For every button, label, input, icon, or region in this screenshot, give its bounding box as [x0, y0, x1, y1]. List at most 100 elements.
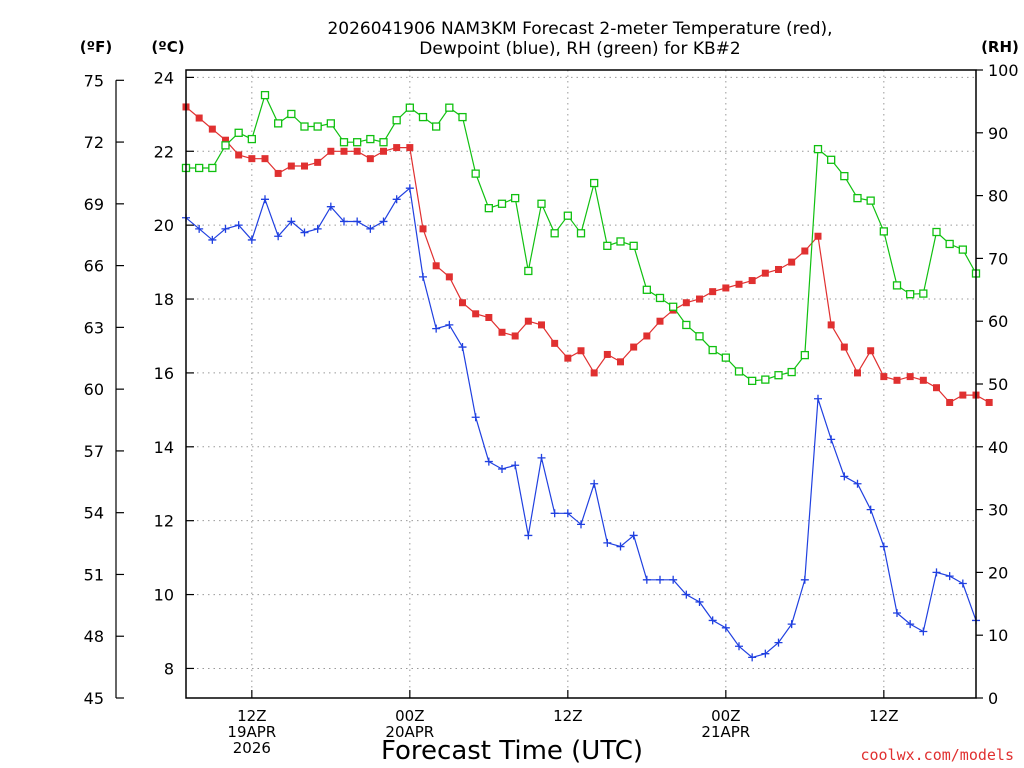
dewpoint-point: [590, 479, 599, 488]
rh-point: [563, 211, 572, 220]
rh-point: [734, 367, 744, 376]
dewpoint-point: [287, 217, 296, 226]
rh-point: [866, 196, 875, 205]
rh-point: [445, 103, 454, 112]
temperature-point: [551, 339, 559, 347]
temperature-point: [748, 277, 756, 285]
dewpoint-point: [774, 638, 783, 647]
dewpoint-point: [629, 531, 638, 540]
rh-point: [221, 141, 230, 150]
temperature-point: [735, 280, 743, 288]
grid-lines: [186, 70, 976, 698]
dewpoint-point: [603, 538, 612, 547]
dewpoint-point: [234, 221, 243, 230]
temperature-point: [261, 155, 269, 163]
dewpoint-point: [814, 394, 822, 403]
rh-point: [260, 90, 270, 100]
series-group: [181, 90, 993, 662]
dewpoint-point: [524, 531, 533, 540]
temperature-point: [445, 273, 453, 281]
dewpoint-point: [484, 457, 493, 466]
rh-point: [339, 138, 349, 147]
fahrenheit-axis: 45 48 51 54 57 60 63 66 69 72 75: [84, 71, 124, 708]
rh-point: [840, 171, 849, 181]
dewpoint-point: [853, 479, 862, 488]
rh-point: [642, 285, 651, 294]
rh-point: [590, 178, 599, 188]
celsius-tick-label: 10: [154, 586, 174, 605]
celsius-axis: 8 10 12 14 16 18 20 22 24: [154, 68, 194, 678]
rh-point: [892, 281, 902, 290]
dewpoint-point: [616, 542, 625, 551]
rh-point: [418, 112, 428, 122]
dewpoint-point: [577, 520, 585, 529]
temperature-point: [472, 310, 480, 318]
rh-point: [827, 155, 836, 164]
rh-point: [234, 128, 243, 137]
rh-point: [366, 134, 375, 144]
fahrenheit-tick-label: 51: [84, 565, 104, 584]
rh-point: [313, 122, 322, 131]
celsius-tick-label: 14: [154, 438, 174, 457]
temperature-point: [682, 299, 690, 307]
fahrenheit-tick-label: 60: [84, 380, 104, 399]
rh-point: [471, 169, 480, 178]
rh-tick-label: 70: [988, 249, 1008, 268]
dewpoint-point: [642, 575, 651, 584]
dewpoint-point: [445, 320, 454, 329]
dewpoint-point: [906, 620, 915, 629]
temperature-point: [419, 225, 427, 233]
rh-point: [379, 138, 388, 147]
temperature-point: [274, 169, 282, 177]
temperature-point: [498, 328, 506, 336]
fahrenheit-tick-label: 75: [84, 71, 104, 90]
dewpoint-point: [195, 224, 204, 233]
rh-tick-label: 80: [988, 187, 1008, 206]
plot-frame: [185, 69, 977, 699]
temperature-point: [432, 262, 440, 270]
celsius-tick-label: 24: [154, 68, 174, 87]
rh-point: [484, 204, 493, 213]
temperature-point: [511, 332, 519, 340]
dewpoint-point: [682, 590, 691, 599]
rh-point: [695, 332, 704, 341]
temperature-point: [906, 373, 914, 381]
dewpoint-point: [932, 568, 941, 577]
rh-point: [458, 112, 467, 122]
dewpoint-point: [498, 464, 506, 473]
dewpoint-point: [866, 505, 875, 514]
temperature-point: [577, 347, 585, 355]
rh-point: [945, 239, 954, 249]
dewpoint-point: [656, 575, 664, 584]
temperature-point: [222, 136, 229, 144]
dewpoint-point: [550, 509, 559, 518]
rh-point: [247, 134, 256, 144]
dewpoint-point: [274, 232, 283, 241]
dewpoint-point: [300, 228, 309, 237]
temperature-point: [603, 350, 611, 358]
dewpoint-point: [392, 195, 401, 204]
temperature-point: [985, 398, 993, 406]
temperature-point: [919, 376, 927, 384]
rh-line: [186, 93, 977, 382]
rh-axis: 0 10 20 30 40 50 60 70 80 90 100: [976, 61, 1019, 708]
fahrenheit-tick-label: 45: [84, 689, 104, 708]
temperature-point: [880, 373, 888, 381]
dewpoint-point: [419, 272, 427, 281]
x-tick-label: 00Z: [711, 707, 740, 725]
chart-title-line2: Dewpoint (blue), RH (green) for KB#2: [419, 39, 740, 59]
rh-tick-label: 30: [988, 501, 1008, 520]
celsius-tick-label: 12: [154, 512, 174, 531]
x-tick-label: 20APR: [385, 723, 434, 741]
rh-point: [208, 163, 217, 173]
temperature-point: [393, 144, 401, 152]
rh-point: [682, 320, 691, 330]
temperature-point: [933, 384, 940, 392]
rh-series: [181, 90, 981, 386]
temperature-point: [366, 155, 374, 163]
fahrenheit-unit-label: (ºF): [80, 38, 112, 56]
celsius-tick-label: 16: [154, 364, 174, 383]
x-tick-label: 21APR: [701, 723, 750, 741]
dewpoint-point: [840, 472, 849, 481]
dewpoint-point: [432, 324, 441, 333]
